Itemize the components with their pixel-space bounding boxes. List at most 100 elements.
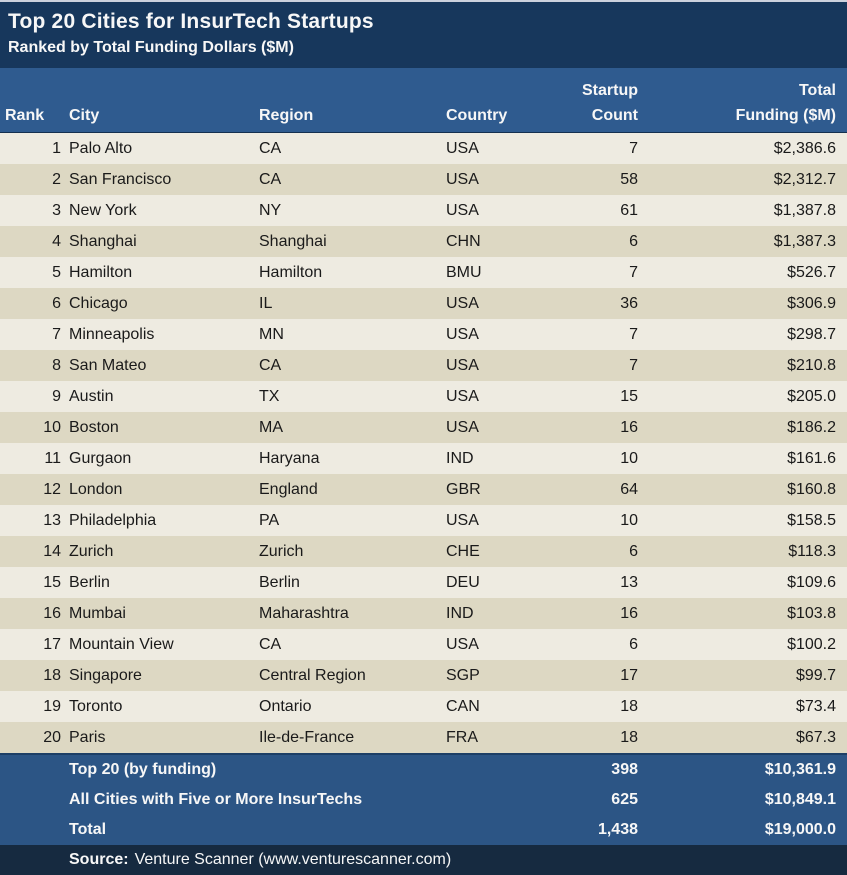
column-header-total-funding: Total Funding ($M) [642,78,847,128]
table-row: 3 New York NY USA 61 $1,387.8 [0,195,847,226]
cell-rank: 17 [43,636,61,653]
summary-funding: $19,000.0 [764,821,836,838]
cell-startup-count: 6 [629,543,638,560]
summary-row: All Cities with Five or More InsurTechs 6… [0,785,847,815]
cell-city: Shanghai [69,233,137,250]
cell-rank: 3 [52,202,61,219]
table-row: 20 Paris Ile-de-France FRA 18 $67.3 [0,722,847,753]
cell-country: USA [446,326,479,343]
summary-row: Total 1,438 $19,000.0 [0,815,847,845]
cell-city: Palo Alto [69,140,133,157]
cell-region: PA [259,512,280,529]
cell-region: Central Region [259,667,366,684]
summary-label: All Cities with Five or More InsurTechs [69,791,363,808]
column-header-country: Country [441,103,556,128]
summary-funding: $10,361.9 [764,761,836,778]
cell-startup-count: 15 [620,388,638,405]
cell-region: CA [259,140,282,157]
cell-startup-count: 13 [620,574,638,591]
cell-rank: 19 [43,698,61,715]
page-title: Top 20 Cities for InsurTech Startups [8,10,374,33]
cell-city: Minneapolis [69,326,155,343]
source-bar: Source: Venture Scanner (www.venturescann… [0,845,847,875]
cell-total-funding: $526.7 [787,264,836,281]
page-subtitle: Ranked by Total Funding Dollars ($M) [8,39,294,56]
cell-region: MN [259,326,284,343]
cell-total-funding: $2,312.7 [773,171,836,188]
cell-total-funding: $306.9 [787,295,836,312]
cell-country: IND [446,605,474,622]
source-text: Venture Scanner (www.venturescanner.com) [134,851,452,868]
table-row: 7 Minneapolis MN USA 7 $298.7 [0,319,847,350]
cell-city: Hamilton [69,264,133,281]
summary-funding: $10,849.1 [764,791,836,808]
cell-country: USA [446,512,479,529]
table-row: 6 Chicago IL USA 36 $306.9 [0,288,847,319]
summary-label: Total [69,821,107,838]
table-body: 1 Palo Alto CA USA 7 $2,386.6 2 San Francisco CA… [0,133,847,753]
cell-startup-count: 7 [629,140,638,157]
table-row: 1 Palo Alto CA USA 7 $2,386.6 [0,133,847,164]
cell-startup-count: 17 [620,667,638,684]
cell-rank: 9 [52,388,61,405]
cell-city: Toronto [69,698,123,715]
table-row: 8 San Mateo CA USA 7 $210.8 [0,350,847,381]
cell-rank: 20 [43,729,61,746]
table-row: 13 Philadelphia PA USA 10 $158.5 [0,505,847,536]
table-row: 2 San Francisco CA USA 58 $2,312.7 [0,164,847,195]
cell-startup-count: 7 [629,357,638,374]
table-row: 18 Singapore Central Region SGP 17 $99.7 [0,660,847,691]
cell-region: CA [259,357,282,374]
cell-city: Chicago [69,295,128,312]
cell-startup-count: 10 [620,512,638,529]
cell-country: IND [446,450,474,467]
cell-rank: 1 [52,140,61,157]
title-bar: Top 20 Cities for InsurTech Startups Ran… [0,2,847,68]
cell-region: NY [259,202,282,219]
column-header-rank-line2: Rank [5,107,45,124]
summary-row: Top 20 (by funding) 398 $10,361.9 [0,755,847,785]
cell-city: Singapore [69,667,142,684]
summary-count: 1,438 [597,821,638,838]
cell-region: IL [259,295,273,312]
cell-region: Shanghai [259,233,327,250]
cell-startup-count: 10 [620,450,638,467]
table-row: 9 Austin TX USA 15 $205.0 [0,381,847,412]
cell-total-funding: $1,387.8 [773,202,836,219]
cell-startup-count: 7 [629,264,638,281]
cell-region: Ile-de-France [259,729,355,746]
cell-country: USA [446,202,479,219]
cell-startup-count: 18 [620,729,638,746]
cell-city: Paris [69,729,106,746]
cell-country: USA [446,171,479,188]
cell-country: USA [446,419,479,436]
table-row: 14 Zurich Zurich CHE 6 $118.3 [0,536,847,567]
cell-startup-count: 6 [629,636,638,653]
cell-country: FRA [446,729,478,746]
cell-rank: 7 [52,326,61,343]
cell-total-funding: $161.6 [787,450,836,467]
column-header-city-line2: City [69,107,100,124]
cell-rank: 10 [43,419,61,436]
cell-city: Gurgaon [69,450,132,467]
cell-region: England [259,481,318,498]
cell-rank: 13 [43,512,61,529]
cell-total-funding: $67.3 [795,729,836,746]
cell-rank: 14 [43,543,61,560]
cell-country: CHE [446,543,480,560]
cell-total-funding: $99.7 [795,667,836,684]
summary-label: Top 20 (by funding) [69,761,217,778]
column-header-startup-count-line1: Startup [582,82,638,99]
cell-region: Zurich [259,543,304,560]
table-row: 5 Hamilton Hamilton BMU 7 $526.7 [0,257,847,288]
column-header-country-line2: Country [446,107,508,124]
cell-total-funding: $109.6 [787,574,836,591]
cell-startup-count: 58 [620,171,638,188]
cell-city: Austin [69,388,114,405]
table-row: 17 Mountain View CA USA 6 $100.2 [0,629,847,660]
column-header-rank: Rank [0,103,62,128]
column-header-row: Rank City Region Country Startup Count T… [0,68,847,133]
summary-count: 398 [611,761,638,778]
table-row: 4 Shanghai Shanghai CHN 6 $1,387.3 [0,226,847,257]
